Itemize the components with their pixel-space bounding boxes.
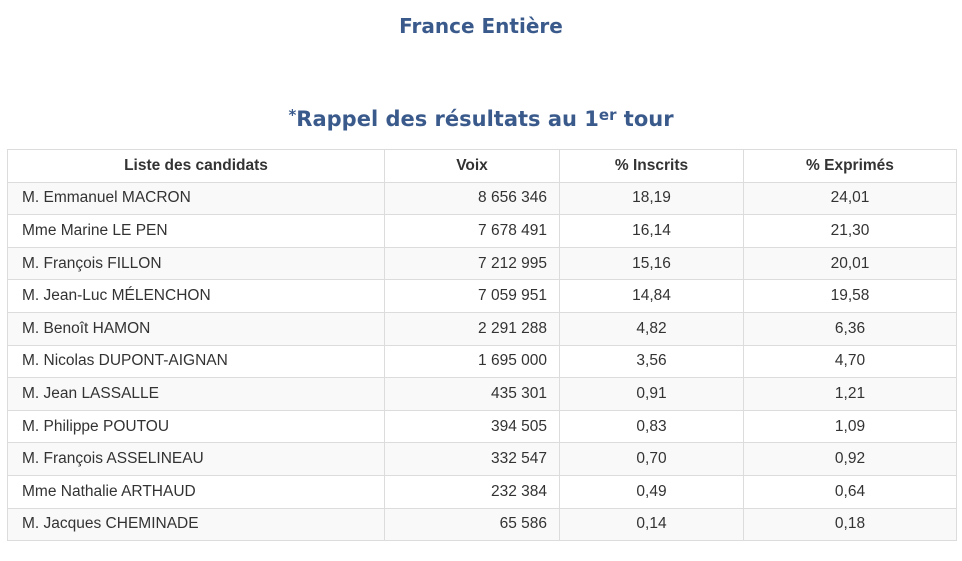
asterisk-mark: * [288, 106, 297, 124]
inscrits-value: 0,83 [559, 409, 744, 444]
inscrits-value: 16,14 [559, 214, 744, 248]
inscrits-value: 0,14 [559, 507, 744, 542]
inscrits-value: 4,82 [559, 311, 744, 346]
page-title: France Entière [399, 14, 563, 38]
exprimes-value: 20,01 [743, 246, 957, 281]
voix-value: 232 384 [384, 474, 560, 509]
inscrits-value: 18,19 [559, 181, 744, 216]
exprimes-value: 4,70 [743, 344, 957, 379]
inscrits-value: 14,84 [559, 279, 744, 313]
exprimes-value: 21,30 [743, 214, 957, 248]
inscrits-value: 3,56 [559, 344, 744, 379]
table-row: M. François FILLON 7 212 995 15,16 20,01 [7, 246, 957, 281]
inscrits-value: 15,16 [559, 246, 744, 281]
candidate-name: M. Jacques CHEMINADE [7, 507, 385, 542]
exprimes-value: 0,64 [743, 474, 957, 509]
candidate-name: M. François FILLON [7, 246, 385, 281]
table-row: M. Emmanuel MACRON 8 656 346 18,19 24,01 [7, 181, 957, 216]
voix-value: 7 059 951 [384, 279, 560, 313]
table-row: Mme Nathalie ARTHAUD 232 384 0,49 0,64 [7, 474, 957, 509]
exprimes-value: 19,58 [743, 279, 957, 313]
exprimes-value: 1,21 [743, 377, 957, 411]
voix-value: 7 212 995 [384, 246, 560, 281]
candidate-name: M. Nicolas DUPONT-AIGNAN [7, 344, 385, 379]
header-row: Liste des candidats Voix % Inscrits % Ex… [7, 149, 957, 183]
inscrits-value: 0,70 [559, 442, 744, 476]
exprimes-value: 1,09 [743, 409, 957, 444]
candidate-name: Mme Nathalie ARTHAUD [7, 474, 385, 509]
table-row: M. Philippe POUTOU 394 505 0,83 1,09 [7, 409, 957, 444]
section-title-text: Rappel des résultats au 1 [296, 107, 599, 131]
results-table: Liste des candidats Voix % Inscrits % Ex… [7, 149, 957, 542]
exprimes-value: 0,92 [743, 442, 957, 476]
table-row: M. Jean LASSALLE 435 301 0,91 1,21 [7, 377, 957, 411]
section-title-suffix: tour [616, 107, 674, 131]
candidate-name: M. Philippe POUTOU [7, 409, 385, 444]
candidate-name: M. Jean-Luc MÉLENCHON [7, 279, 385, 313]
column-header-exprimes: % Exprimés [743, 149, 957, 183]
column-header-inscrits: % Inscrits [559, 149, 744, 183]
section-title: *Rappel des résultats au 1er tour [0, 104, 962, 134]
table-row: M. Nicolas DUPONT-AIGNAN 1 695 000 3,56 … [7, 344, 957, 379]
voix-value: 435 301 [384, 377, 560, 411]
table-row: M. François ASSELINEAU 332 547 0,70 0,92 [7, 442, 957, 476]
column-header-voix: Voix [384, 149, 560, 183]
candidate-name: Mme Marine LE PEN [7, 214, 385, 248]
table-row: Mme Marine LE PEN 7 678 491 16,14 21,30 [7, 214, 957, 248]
exprimes-value: 6,36 [743, 311, 957, 346]
column-header-candidates: Liste des candidats [7, 149, 385, 183]
table-row: M. Jean-Luc MÉLENCHON 7 059 951 14,84 19… [7, 279, 957, 313]
candidate-name: M. Benoît HAMON [7, 311, 385, 346]
candidate-name: M. Jean LASSALLE [7, 377, 385, 411]
voix-value: 332 547 [384, 442, 560, 476]
candidate-name: M. François ASSELINEAU [7, 442, 385, 476]
table-row: M. Benoît HAMON 2 291 288 4,82 6,36 [7, 311, 957, 346]
exprimes-value: 0,18 [743, 507, 957, 542]
voix-value: 1 695 000 [384, 344, 560, 379]
voix-value: 7 678 491 [384, 214, 560, 248]
voix-value: 8 656 346 [384, 181, 560, 216]
ordinal-superscript: er [598, 106, 617, 124]
voix-value: 65 586 [384, 507, 560, 542]
exprimes-value: 24,01 [743, 181, 957, 216]
voix-value: 2 291 288 [384, 311, 560, 346]
voix-value: 394 505 [384, 409, 560, 444]
table-row: M. Jacques CHEMINADE 65 586 0,14 0,18 [7, 507, 957, 542]
inscrits-value: 0,49 [559, 474, 744, 509]
inscrits-value: 0,91 [559, 377, 744, 411]
candidate-name: M. Emmanuel MACRON [7, 181, 385, 216]
